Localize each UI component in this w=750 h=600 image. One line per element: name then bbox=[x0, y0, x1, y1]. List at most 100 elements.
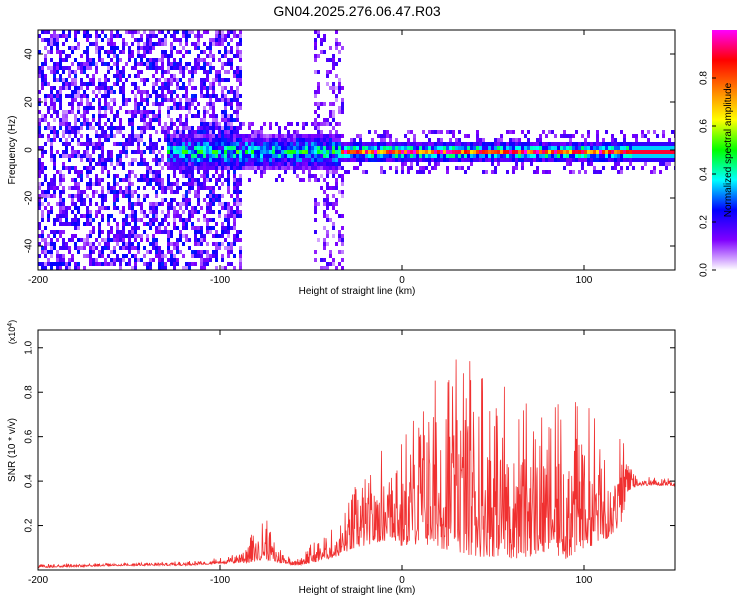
heatmap-cell bbox=[50, 106, 53, 110]
heatmap-cell bbox=[299, 162, 302, 166]
heatmap-cell bbox=[245, 162, 248, 166]
heatmap-cell bbox=[431, 146, 434, 150]
colorbar-tick-label: 0.8 bbox=[699, 71, 710, 85]
heatmap-cell bbox=[281, 138, 284, 142]
heatmap-cell bbox=[113, 142, 116, 146]
heatmap-cell bbox=[599, 158, 602, 162]
heatmap-cell bbox=[86, 106, 89, 110]
heatmap-cell bbox=[212, 42, 215, 46]
heatmap-cell bbox=[587, 130, 590, 134]
heatmap-cell bbox=[197, 158, 200, 162]
heatmap-cell bbox=[335, 178, 338, 182]
heatmap-cell bbox=[323, 142, 326, 146]
heatmap-cell bbox=[284, 126, 287, 130]
heatmap-cell bbox=[533, 150, 536, 154]
heatmap-cell bbox=[581, 150, 584, 154]
heatmap-cell bbox=[203, 126, 206, 130]
heatmap-cell bbox=[338, 42, 341, 46]
heatmap-cell bbox=[296, 154, 299, 158]
heatmap-cell bbox=[176, 38, 179, 42]
heatmap-cell bbox=[632, 154, 635, 158]
heatmap-cell bbox=[494, 154, 497, 158]
heatmap-cell bbox=[560, 158, 563, 162]
heatmap-cell bbox=[161, 62, 164, 66]
heatmap-cell bbox=[50, 66, 53, 70]
heatmap-cell bbox=[473, 154, 476, 158]
heatmap-cell bbox=[272, 134, 275, 138]
heatmap-cell bbox=[524, 146, 527, 150]
heatmap-cell bbox=[110, 238, 113, 242]
heatmap-cell bbox=[227, 246, 230, 250]
heatmap-cell bbox=[233, 98, 236, 102]
heatmap-cell bbox=[158, 78, 161, 82]
heatmap-cell bbox=[212, 54, 215, 58]
heatmap-cell bbox=[239, 162, 242, 166]
heatmap-cell bbox=[317, 146, 320, 150]
heatmap-cell bbox=[152, 30, 155, 34]
heatmap-cell bbox=[194, 234, 197, 238]
heatmap-cell bbox=[581, 166, 584, 170]
heatmap-cell bbox=[230, 242, 233, 246]
heatmap-cell bbox=[53, 174, 56, 178]
heatmap-cell bbox=[341, 46, 344, 50]
heatmap-cell bbox=[233, 34, 236, 38]
heatmap-cell bbox=[527, 130, 530, 134]
heatmap-cell bbox=[47, 134, 50, 138]
heatmap-cell bbox=[245, 146, 248, 150]
heatmap-cell bbox=[392, 142, 395, 146]
heatmap-cell bbox=[566, 158, 569, 162]
heatmap-cell bbox=[596, 138, 599, 142]
heatmap-cell bbox=[74, 154, 77, 158]
heatmap-cell bbox=[209, 254, 212, 258]
heatmap-cell bbox=[203, 138, 206, 142]
heatmap-cell bbox=[110, 42, 113, 46]
heatmap-cell bbox=[230, 226, 233, 230]
heatmap-cell bbox=[227, 226, 230, 230]
heatmap-cell bbox=[170, 182, 173, 186]
heatmap-cell bbox=[80, 66, 83, 70]
heatmap-cell bbox=[323, 198, 326, 202]
heatmap-cell bbox=[326, 230, 329, 234]
heatmap-cell bbox=[347, 146, 350, 150]
heatmap-cell bbox=[107, 106, 110, 110]
heatmap-cell bbox=[86, 98, 89, 102]
heatmap-cell bbox=[227, 122, 230, 126]
heatmap-cell bbox=[422, 146, 425, 150]
heatmap-cell bbox=[413, 146, 416, 150]
heatmap-cell bbox=[647, 138, 650, 142]
heatmap-cell bbox=[173, 38, 176, 42]
heatmap-cell bbox=[89, 106, 92, 110]
heatmap-cell bbox=[92, 90, 95, 94]
heatmap-cell bbox=[71, 78, 74, 82]
heatmap-cell bbox=[170, 162, 173, 166]
heatmap-cell bbox=[236, 234, 239, 238]
heatmap-cell bbox=[518, 158, 521, 162]
heatmap-cell bbox=[446, 154, 449, 158]
heatmap-cell bbox=[590, 158, 593, 162]
heatmap-cell bbox=[227, 134, 230, 138]
heatmap-cell bbox=[302, 162, 305, 166]
heatmap-cell bbox=[80, 54, 83, 58]
heatmap-cell bbox=[527, 158, 530, 162]
heatmap-cell bbox=[452, 154, 455, 158]
heatmap-cell bbox=[53, 186, 56, 190]
heatmap-cell bbox=[239, 126, 242, 130]
heatmap-cell bbox=[224, 134, 227, 138]
heatmap-cell bbox=[605, 158, 608, 162]
heatmap-cell bbox=[203, 78, 206, 82]
heatmap-cell bbox=[332, 154, 335, 158]
heatmap-cell bbox=[92, 218, 95, 222]
heatmap-cell bbox=[107, 218, 110, 222]
heatmap-cell bbox=[185, 134, 188, 138]
heatmap-cell bbox=[404, 142, 407, 146]
heatmap-cell bbox=[68, 250, 71, 254]
heatmap-cell bbox=[155, 226, 158, 230]
heatmap-cell bbox=[425, 150, 428, 154]
heatmap-cell bbox=[164, 42, 167, 46]
heatmap-cell bbox=[83, 214, 86, 218]
heatmap-cell bbox=[101, 206, 104, 210]
heatmap-cell bbox=[185, 162, 188, 166]
heatmap-cell bbox=[152, 46, 155, 50]
heatmap-cell bbox=[125, 194, 128, 198]
heatmap-cell bbox=[212, 162, 215, 166]
